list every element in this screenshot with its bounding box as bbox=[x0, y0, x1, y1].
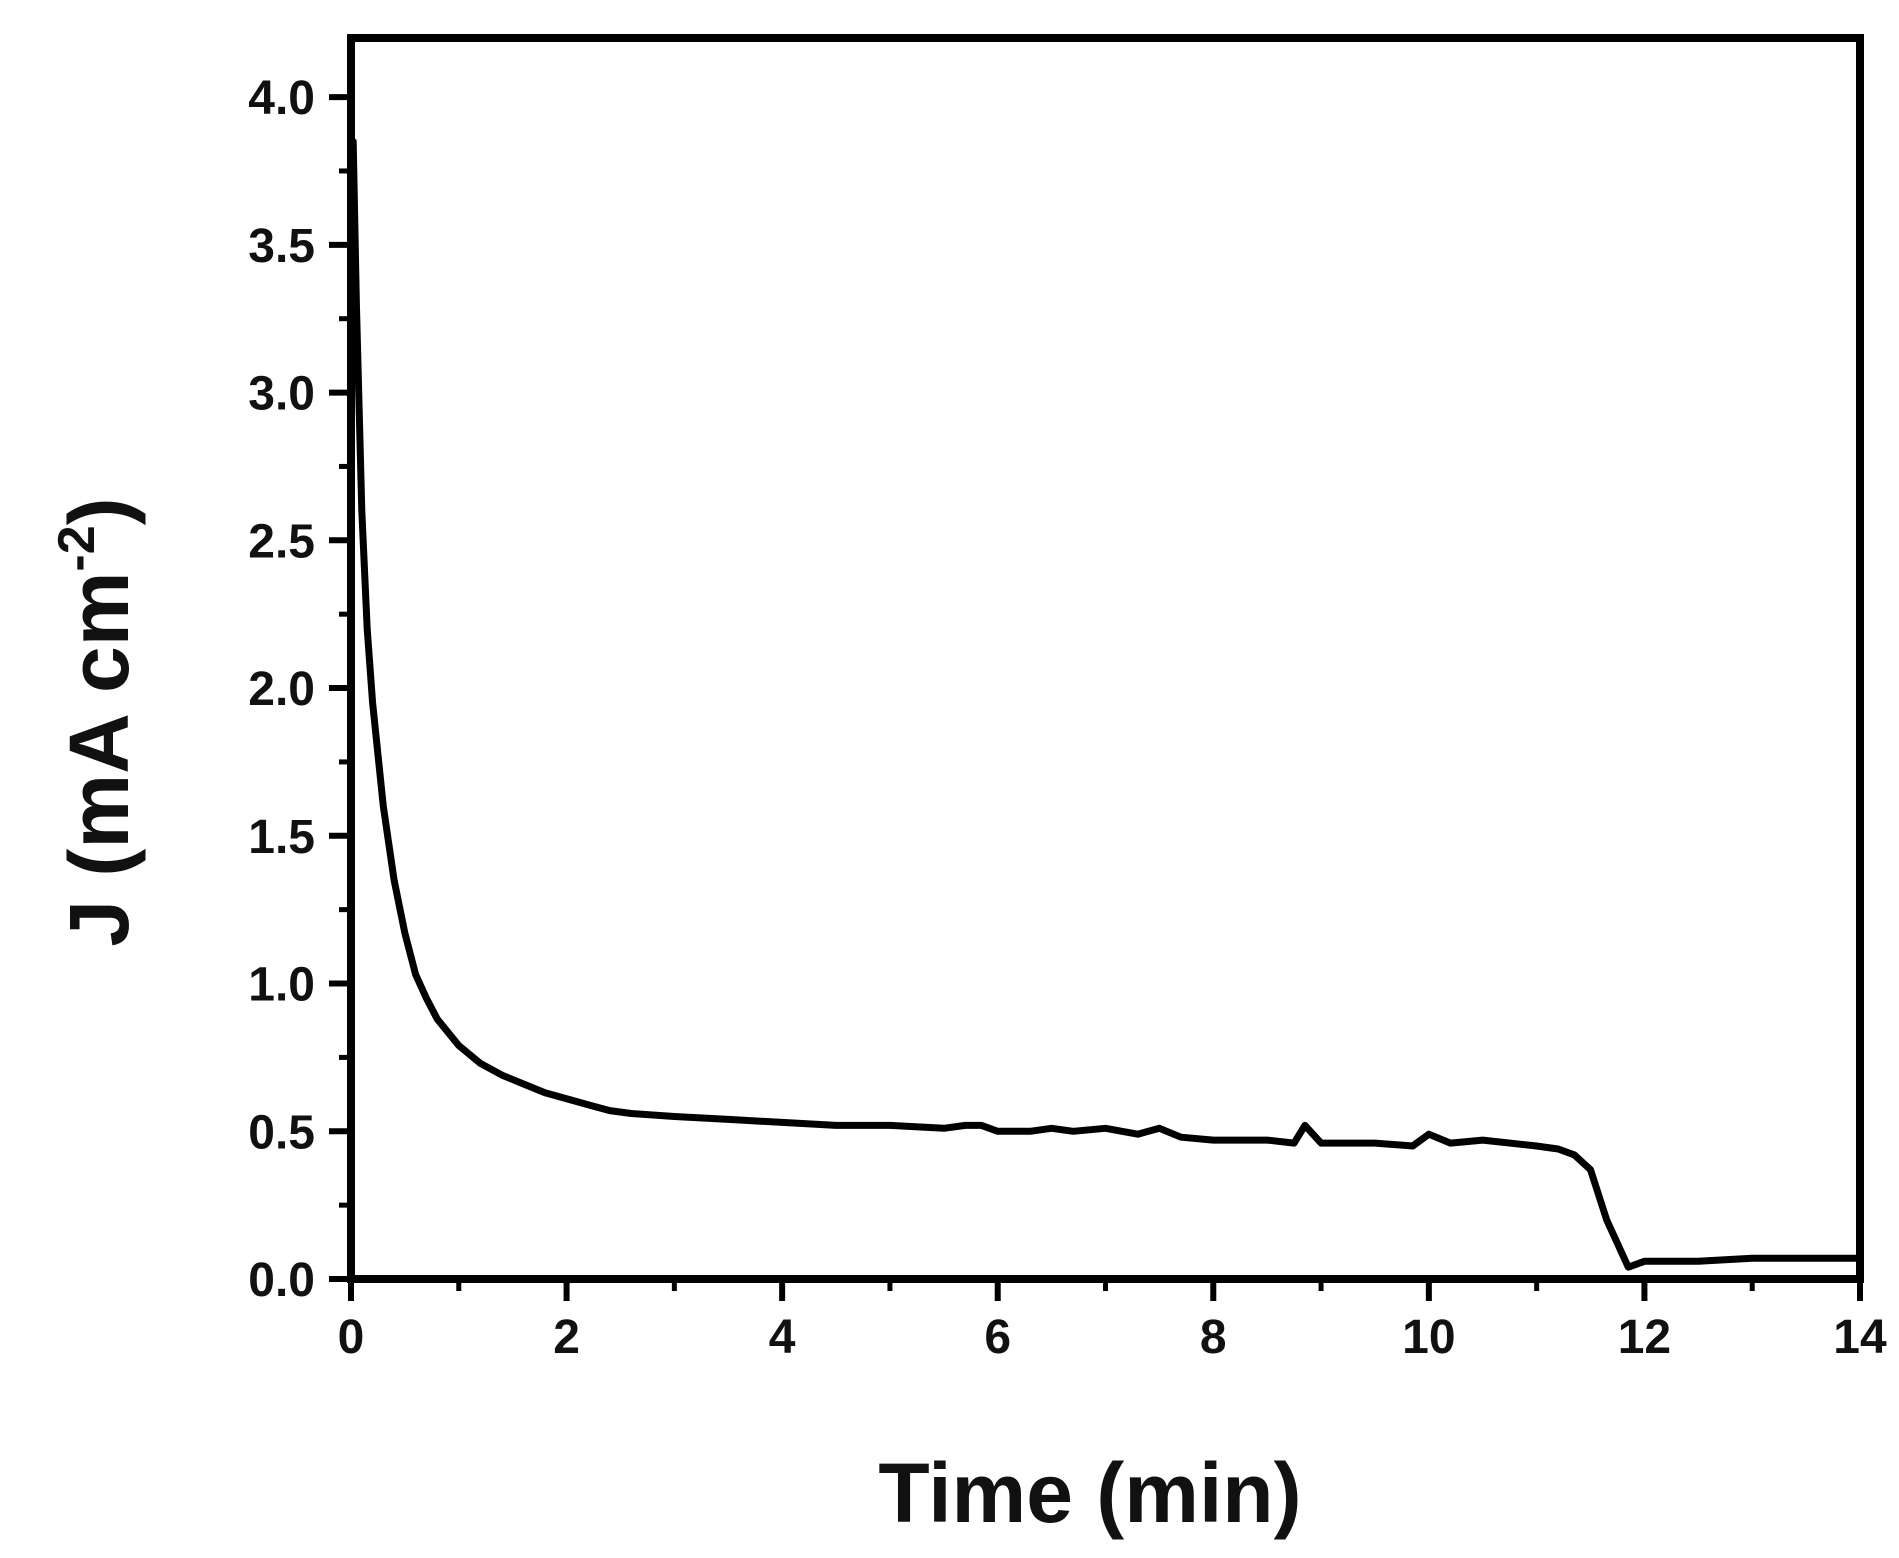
x-tick-label-3: 6 bbox=[984, 1311, 1011, 1364]
y-tick-label-1: 0.5 bbox=[248, 1106, 315, 1159]
x-tick-label-2: 4 bbox=[769, 1311, 796, 1364]
y-axis-title-close: ) bbox=[52, 497, 146, 525]
y-tick-label-6: 3.0 bbox=[248, 368, 315, 421]
axis-ticks bbox=[329, 94, 1863, 1301]
tick-labels: 0 2 4 6 8 10 12 14 0.0 0.5 1.0 1.5 2.0 2.5 3.0 3.5 4.0 bbox=[248, 72, 1887, 1364]
x-tick-label-1: 2 bbox=[553, 1311, 580, 1364]
y-axis-title-main: J (mA cm bbox=[52, 572, 146, 947]
x-axis-title: Time (min) bbox=[878, 1446, 1301, 1540]
series-line-0 bbox=[347, 137, 1864, 1271]
x-tick-label-4: 8 bbox=[1200, 1311, 1227, 1364]
x-tick-label-0: 0 bbox=[338, 1311, 365, 1364]
x-tick-label-7: 14 bbox=[1833, 1311, 1887, 1364]
y-tick-label-7: 3.5 bbox=[248, 220, 315, 273]
y-tick-label-0: 0.0 bbox=[248, 1254, 315, 1307]
plot-frame bbox=[347, 34, 1864, 1283]
data-series bbox=[347, 137, 1864, 1271]
y-tick-label-3: 1.5 bbox=[248, 811, 315, 864]
y-tick-label-5: 2.5 bbox=[248, 515, 315, 568]
y-axis-title: J (mA cm-2) bbox=[48, 497, 146, 946]
y-axis-title-superscript: -2 bbox=[48, 525, 106, 571]
y-tick-label-8: 4.0 bbox=[248, 72, 315, 125]
x-tick-label-6: 12 bbox=[1618, 1311, 1671, 1364]
y-tick-label-2: 1.0 bbox=[248, 959, 315, 1012]
y-tick-label-4: 2.0 bbox=[248, 663, 315, 716]
x-tick-label-5: 10 bbox=[1402, 1311, 1455, 1364]
